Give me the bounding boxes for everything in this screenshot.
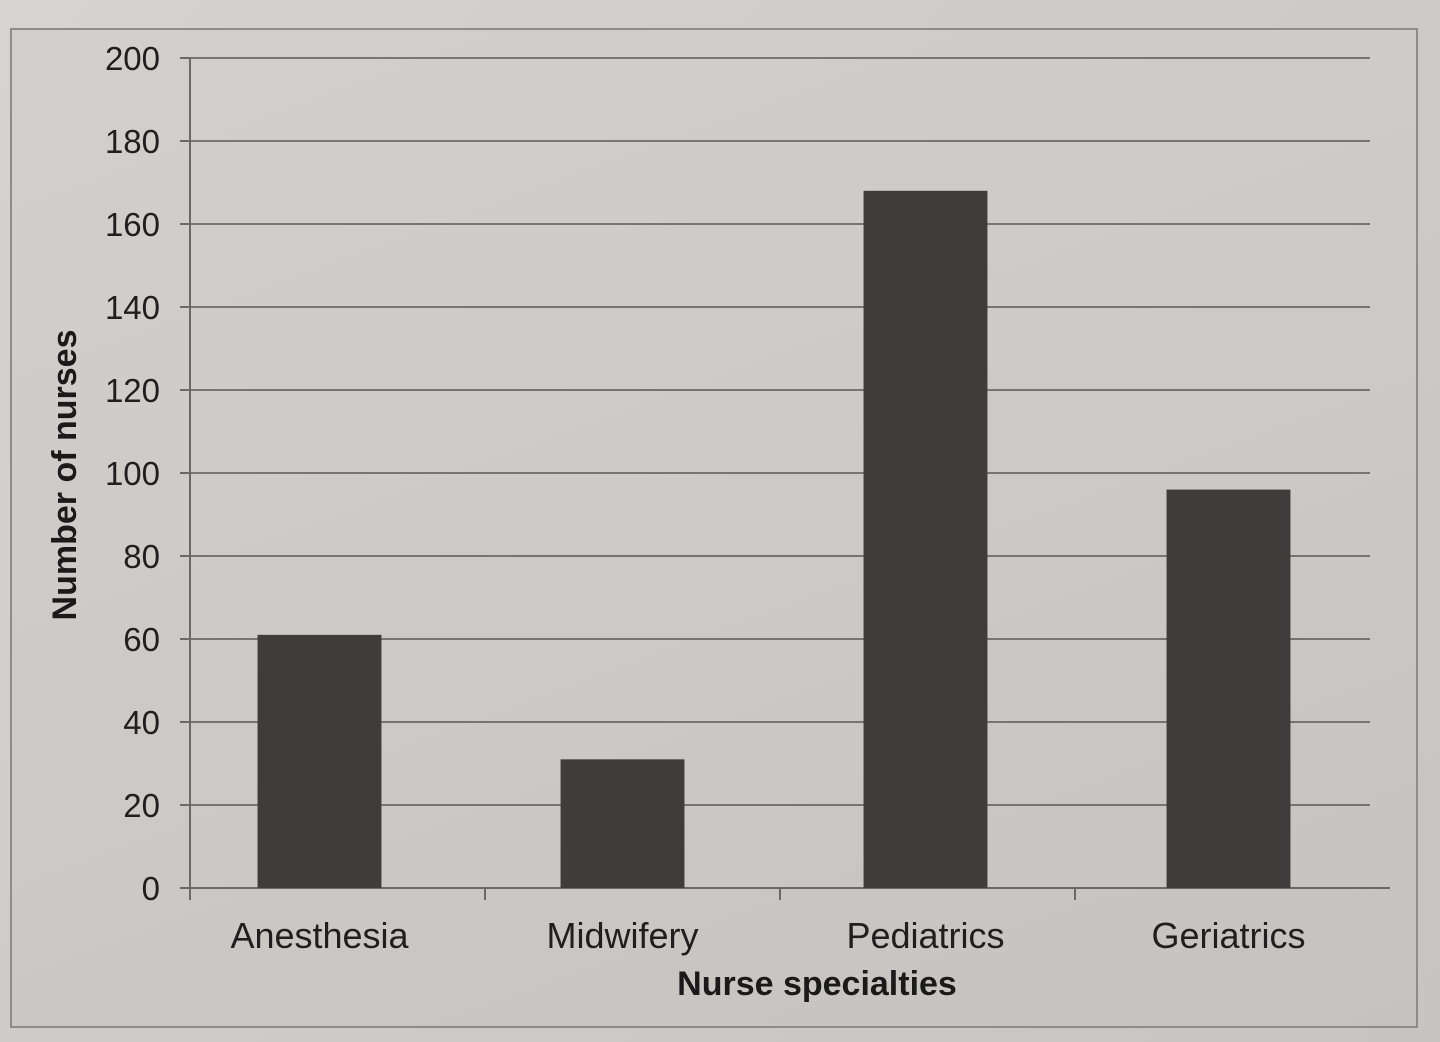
x-tick-label-anesthesia: Anesthesia: [230, 915, 409, 956]
x-tick-label-pediatrics: Pediatrics: [846, 915, 1004, 956]
y-tick-label: 140: [105, 289, 160, 326]
bar-anesthesia: [257, 634, 382, 888]
x-tick-label-midwifery: Midwifery: [546, 915, 698, 956]
y-tick-labels: 0 20 40 60 80 100 120 140 160 180 200: [105, 40, 160, 907]
y-tick-label: 20: [123, 787, 160, 824]
x-tick-label-geriatrics: Geriatrics: [1151, 915, 1305, 956]
bar-geriatrics: [1166, 489, 1291, 888]
bars: [257, 190, 1291, 889]
y-tick-label: 60: [123, 621, 160, 658]
y-tick-label: 180: [105, 123, 160, 160]
y-tick-label: 100: [105, 455, 160, 492]
y-tick-label: 160: [105, 206, 160, 243]
y-axis-title: Number of nurses: [46, 330, 84, 621]
y-tick-label: 0: [142, 870, 160, 907]
bar-pediatrics: [863, 190, 988, 889]
bar-midwifery: [560, 759, 685, 888]
y-tick-label: 40: [123, 704, 160, 741]
x-axis-title: Nurse specialties: [677, 965, 957, 1003]
y-tick-label: 120: [105, 372, 160, 409]
y-tick-label: 200: [105, 40, 160, 77]
x-category-labels: Anesthesia Midwifery Pediatrics Geriatrics: [230, 915, 1305, 956]
y-tick-label: 80: [123, 538, 160, 575]
